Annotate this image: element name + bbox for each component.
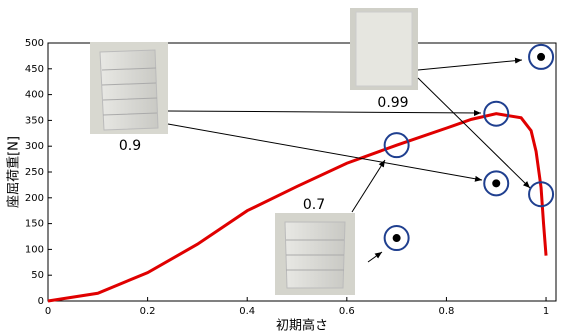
arrow	[418, 60, 522, 70]
filled-marker	[393, 234, 401, 242]
y-tick-label: 0	[38, 296, 44, 307]
annotation: 0.99	[377, 95, 408, 111]
y-tick-label: 350	[25, 115, 44, 126]
y-tick-label: 100	[25, 244, 44, 255]
y-tick-label: 150	[25, 219, 44, 230]
x-tick-label: 0	[45, 306, 51, 317]
x-tick-label: 0.2	[140, 306, 156, 317]
annotation: 0.9	[119, 138, 141, 154]
x-axis-label: 初期高さ	[276, 318, 328, 334]
y-tick-label: 300	[25, 141, 44, 152]
arrow	[368, 252, 382, 262]
arrow	[352, 160, 385, 212]
arrow	[168, 111, 481, 113]
photo-object	[100, 50, 158, 130]
x-tick-label: 0.6	[339, 306, 355, 317]
y-axis-label: 座屈荷重[N]	[6, 136, 22, 208]
filled-marker	[492, 179, 500, 187]
y-tick-label: 200	[25, 193, 44, 204]
y-tick-label: 50	[31, 270, 44, 281]
x-tick-label: 0.4	[239, 306, 255, 317]
y-tick-label: 250	[25, 167, 44, 178]
annotation: 0.7	[303, 197, 325, 213]
x-tick-label: 0.8	[438, 306, 454, 317]
y-tick-label: 500	[25, 38, 44, 49]
chart: 0 50 100 150 200 250 300 350 400 450 500 0 0.2 0.4 0.6…	[0, 0, 564, 336]
y-tick-label: 450	[25, 64, 44, 75]
x-tick-label: 1	[543, 306, 549, 317]
filled-marker	[537, 53, 545, 61]
photo-object	[356, 12, 412, 86]
y-tick-label: 400	[25, 90, 44, 101]
